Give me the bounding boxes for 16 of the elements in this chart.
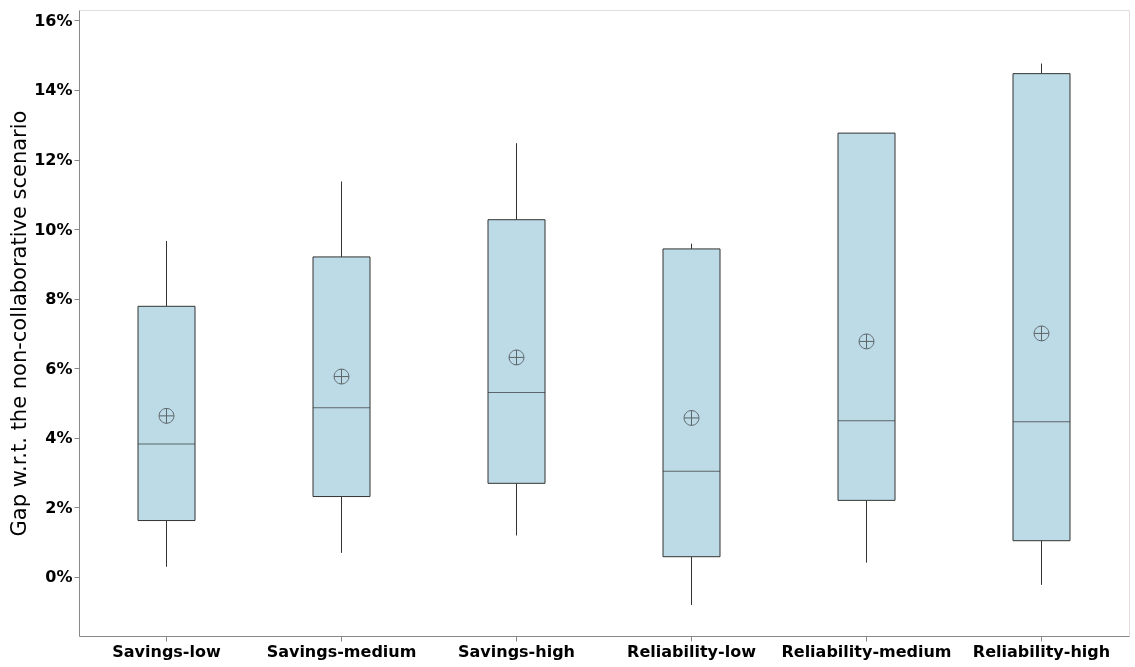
x-tick-label: Reliability-high — [972, 641, 1111, 661]
y-tick-label: 4% — [45, 428, 73, 448]
y-tick-label: 10% — [34, 219, 73, 239]
y-tick-label: 6% — [45, 358, 73, 378]
x-tick-label: Savings-medium — [266, 641, 417, 661]
y-tick-label: 16% — [34, 10, 73, 30]
y-tick-label: 0% — [45, 567, 73, 587]
y-tick-label: 8% — [45, 289, 73, 309]
x-tick-label: Reliability-medium — [781, 641, 952, 661]
y-tick-label: 14% — [34, 80, 73, 100]
x-tick-label: Savings-high — [458, 641, 575, 661]
y-tick-label: 12% — [34, 150, 73, 170]
x-tick-label: Reliability-low — [627, 641, 757, 661]
y-axis-title: Gap w.r.t. the non-collaborative scenario — [7, 110, 32, 537]
y-tick-label: 2% — [45, 497, 73, 517]
x-tick-label: Savings-low — [112, 641, 221, 661]
